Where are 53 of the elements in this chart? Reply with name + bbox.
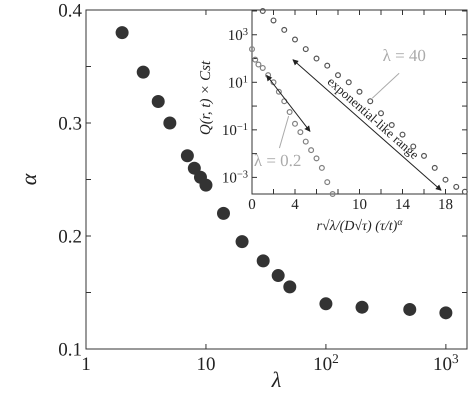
x-tick-label: 14 xyxy=(395,197,410,213)
y-tick-label: 0.3 xyxy=(58,114,82,135)
point xyxy=(302,46,309,52)
point xyxy=(297,129,304,136)
y-tick-label: 0.2 xyxy=(58,226,82,248)
point xyxy=(255,62,262,68)
point xyxy=(335,72,341,78)
point xyxy=(314,56,320,62)
point xyxy=(314,155,320,162)
y-axis-title: Q(r, t) × Cst xyxy=(198,60,214,136)
point xyxy=(281,98,288,104)
x-tick-label: 4 xyxy=(291,197,300,213)
point xyxy=(324,62,330,69)
point xyxy=(270,17,276,24)
y-tick-label: 0.1 xyxy=(58,340,82,361)
point xyxy=(421,152,427,159)
x-tick-label: 10$^{2}$ xyxy=(313,350,339,375)
x-tick-label: 10 xyxy=(196,354,216,375)
point xyxy=(252,56,258,63)
x-tick-label: 10$^{3}$ xyxy=(433,350,460,375)
point xyxy=(260,8,266,14)
point xyxy=(318,164,325,171)
point xyxy=(308,147,314,154)
x-tick-label: 10 xyxy=(352,197,367,213)
x-axis-title: r√λ/(D√τ) (τ/t)$^{α}$ xyxy=(316,216,404,234)
series-label: λ = 40 xyxy=(382,46,426,66)
y-axis-title: α xyxy=(16,173,41,186)
point xyxy=(432,164,438,171)
point xyxy=(462,188,468,195)
series-label: λ = 0.2 xyxy=(254,151,302,170)
x-tick-label: 0 xyxy=(248,197,256,213)
y-tick-label: 10$^{3}$ xyxy=(228,26,248,44)
point xyxy=(453,184,460,190)
point xyxy=(260,64,266,71)
point xyxy=(270,79,276,86)
point xyxy=(330,191,336,197)
point xyxy=(265,72,272,78)
y-tick-label: 0.4 xyxy=(58,0,82,22)
x-tick-label: 1 xyxy=(81,354,91,375)
x-axis-title: λ xyxy=(270,367,282,392)
point xyxy=(302,138,309,145)
point xyxy=(281,26,288,33)
point xyxy=(324,179,330,186)
x-tick-label: 18 xyxy=(438,197,453,213)
y-tick-label: 10$^{−3}$ xyxy=(222,169,248,187)
point xyxy=(292,36,298,43)
point xyxy=(249,46,255,52)
point xyxy=(276,88,282,95)
point xyxy=(286,109,293,116)
point xyxy=(442,176,448,183)
y-tick-label: 10$^{1}$ xyxy=(228,74,248,92)
y-tick-label: 10$^{−1}$ xyxy=(222,122,248,140)
point xyxy=(292,120,298,127)
